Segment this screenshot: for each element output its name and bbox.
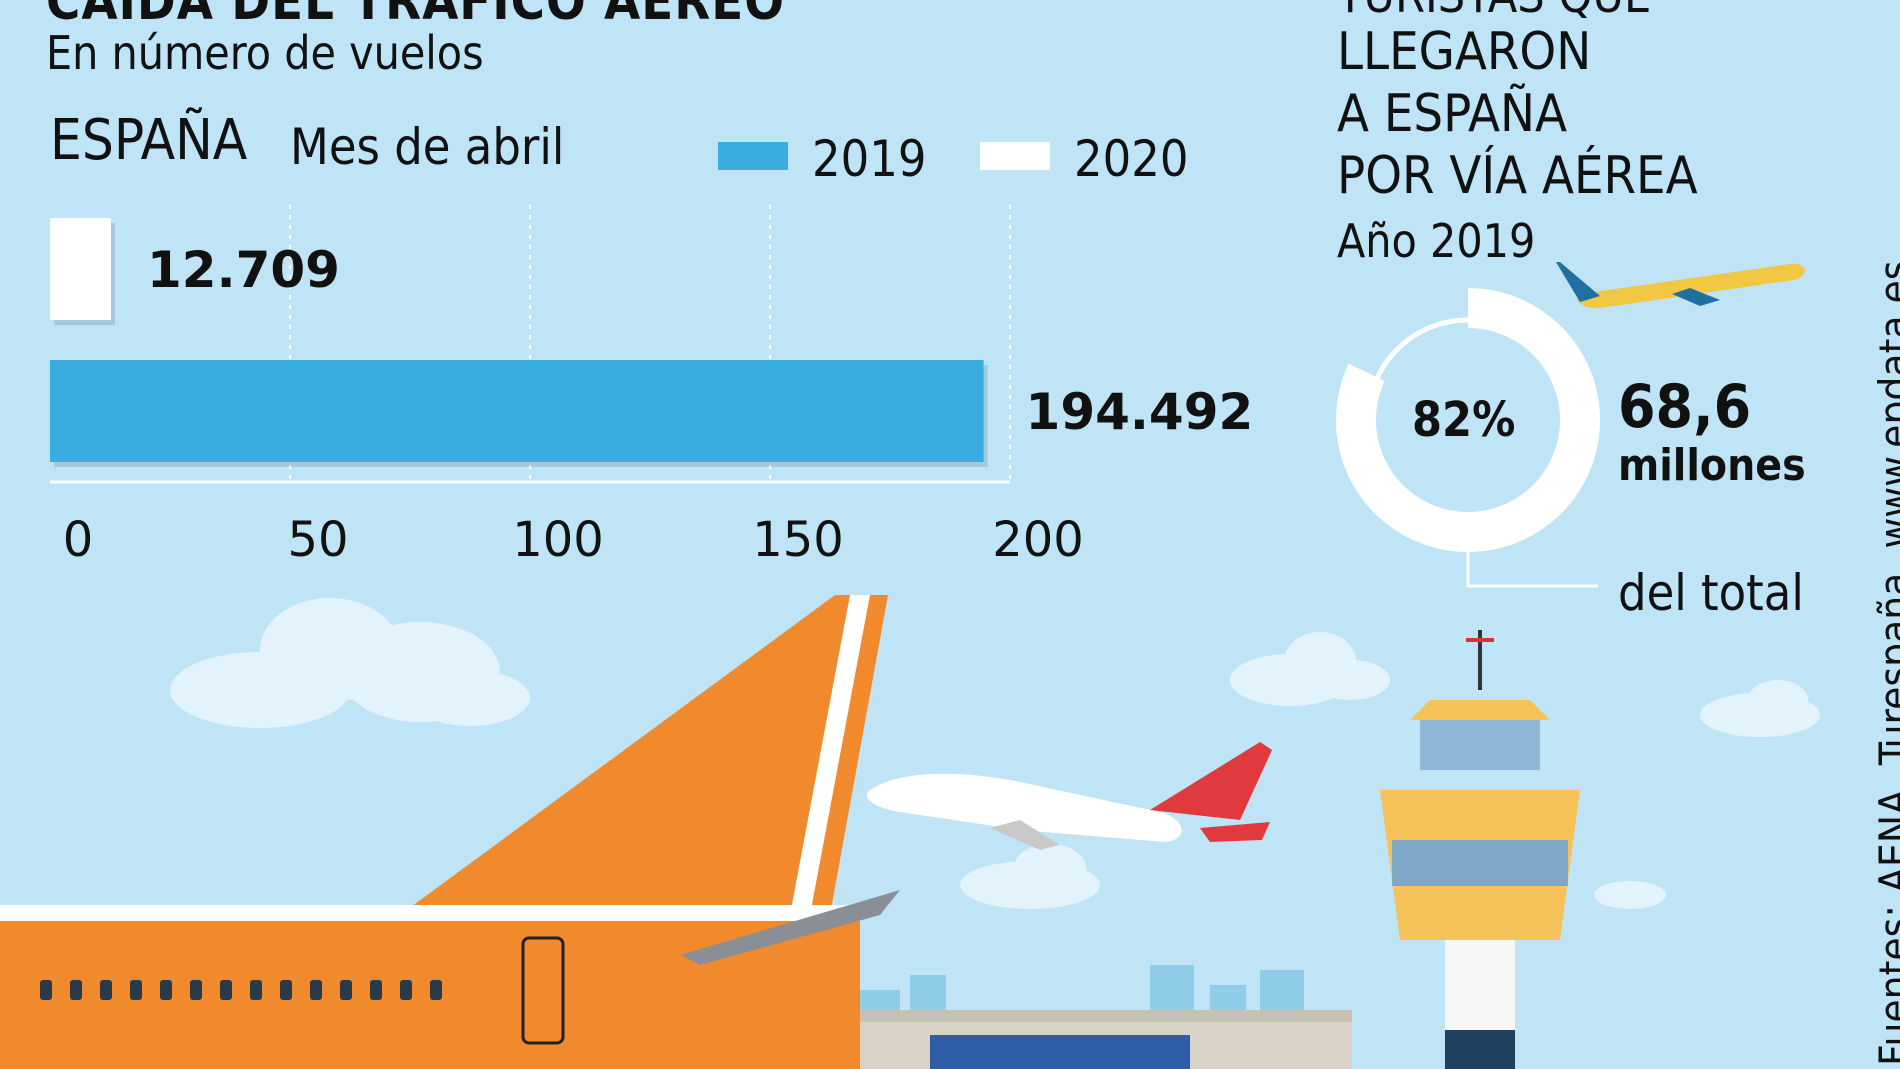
side-heading-line: POR VÍA AÉREA: [1337, 146, 1698, 206]
x-tick-label: 100: [512, 512, 604, 568]
x-tick-label: 200: [992, 512, 1084, 568]
period-label: Mes de abril: [290, 118, 565, 176]
bar-2020: [50, 218, 112, 320]
chart-subtitle: En número de vuelos: [46, 26, 484, 80]
legend-swatch-2020: [980, 142, 1050, 170]
donut-center-label: 82%: [1412, 392, 1516, 448]
chart-title: CAÍDA DEL TRÁFICO AÉREO: [46, 0, 785, 32]
side-heading-line: A ESPAÑA: [1337, 84, 1567, 144]
data-label-2019: 194.492: [1026, 383, 1254, 441]
bar-2019: [50, 360, 984, 462]
side-heading-line: TURISTAS QUE: [1337, 0, 1651, 24]
airplane-icon: [1556, 262, 1805, 309]
donut-note-label: del total: [1618, 564, 1804, 622]
source-credit: Fuentes: AENA, Turespaña, www.epdata.es: [1870, 260, 1900, 1067]
donut-unit-label: millones: [1618, 440, 1806, 491]
airplane-icon: [866, 742, 1272, 850]
region-label: ESPAÑA: [50, 108, 248, 173]
cloud-icon: [1594, 680, 1820, 909]
data-label-2020: 12.709: [147, 241, 340, 299]
legend-label-2020: 2020: [1074, 130, 1189, 188]
side-heading-line: LLEGARON: [1337, 22, 1592, 82]
side-year-label: Año 2019: [1337, 214, 1536, 268]
donut-value-label: 68,6: [1618, 372, 1752, 442]
donut-leader-line: [1466, 552, 1598, 588]
control-tower: [1380, 630, 1580, 1069]
x-tick-label: 50: [287, 512, 348, 568]
x-tick-label: 150: [752, 512, 844, 568]
airplane-windows: [40, 980, 442, 1000]
legend-swatch-2019: [718, 142, 788, 170]
x-tick-label: 0: [63, 512, 94, 568]
cloud-icon: [960, 844, 1100, 909]
donut-slice-main: [1336, 288, 1600, 553]
legend-label-2019: 2019: [812, 130, 927, 188]
cloud-icon: [1230, 632, 1390, 706]
cloud-icon: [170, 598, 530, 728]
